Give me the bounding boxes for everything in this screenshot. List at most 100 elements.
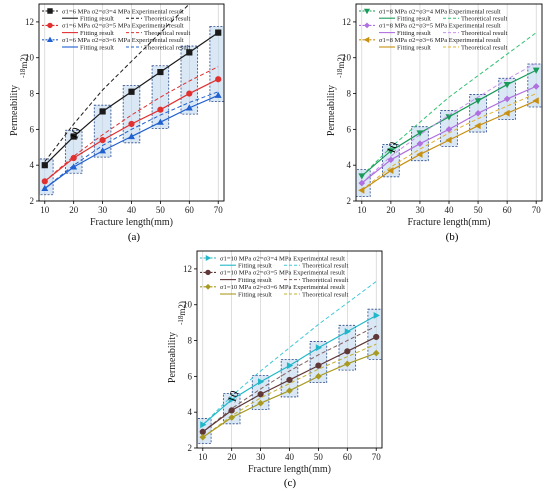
data-point-3-50 [156, 118, 164, 125]
bracket-mark: 10 [224, 389, 241, 405]
ytick-label-6: 6 [347, 124, 352, 134]
data-point-1-20 [70, 133, 77, 140]
ytick-label-2: 2 [188, 443, 193, 453]
legend-theory-label-1: Theoretical result [302, 263, 348, 270]
data-point-3-40 [445, 136, 452, 144]
plot-area [39, 4, 224, 196]
data-point-3-50 [474, 122, 481, 130]
data-point-3-60 [185, 104, 193, 111]
legend-label-1: σ1=10 MPa σ2=σ3=4 MPa Experimental resul… [220, 255, 345, 262]
data-point-3-20 [70, 163, 78, 170]
theory-line-1 [202, 281, 377, 426]
range-box-50 [309, 341, 328, 384]
data-point-2-50 [315, 362, 322, 369]
ytick-label-4: 4 [188, 407, 193, 417]
data-point-3-70 [214, 91, 222, 98]
data-point-1-40 [128, 88, 135, 95]
theory-line-2 [202, 325, 377, 433]
panel-label-2: (b) [446, 231, 459, 243]
legend-fit-label-2: Fitting result [80, 30, 114, 37]
data-point-2-10 [41, 178, 48, 185]
data-point-1-50 [474, 98, 482, 105]
ytick-label-6: 6 [188, 371, 193, 381]
legend-marker-2 [364, 22, 370, 29]
data-point-1-70 [215, 29, 222, 36]
bracket-mark: 10 [383, 140, 400, 156]
legend-fit-label-1: Fitting result [397, 16, 431, 23]
xtick-label-20: 20 [386, 205, 396, 215]
ytick-label-12: 12 [183, 264, 192, 274]
legend-label-3: σ1=8 MPa σ2=σ3=6 MPa Experimental result [379, 37, 501, 44]
data-point-2-40 [286, 376, 293, 384]
data-point-1-10 [200, 421, 207, 429]
panel-label-3: (c) [284, 477, 297, 489]
theory-line-1 [361, 32, 537, 177]
data-point-1-60 [503, 82, 511, 89]
ytick-label-4: 4 [30, 160, 35, 170]
legend-marker-3 [363, 36, 370, 43]
data-point-1-30 [99, 108, 106, 115]
legend-theory-label-2: Theoretical result [144, 30, 190, 37]
data-point-1-30 [258, 378, 265, 386]
legend: σ1=6 MPa σ2=σ3=4 MPa Experimental result… [42, 8, 190, 51]
ytick-label-8: 8 [347, 89, 352, 99]
data-point-3-10 [358, 186, 365, 194]
legend-theory-label-3: Theoretical result [144, 44, 190, 51]
xtick-label-70: 70 [214, 205, 224, 215]
data-point-1-20 [229, 396, 236, 404]
legend-fit-label-3: Fitting result [397, 44, 431, 51]
legend-fit-label-1: Fitting result [80, 16, 114, 23]
panel-label-1: (a) [128, 231, 141, 243]
data-point-2-60 [503, 95, 511, 103]
data-point-2-70 [373, 333, 380, 341]
y-axis-unit: -18m2) [336, 54, 346, 78]
chart-panel-2: 10 20 30 40 50 60 70 2 4 6 8 10 12 Fracture length(mm… [326, 3, 543, 228]
bracket-mark: 10 [66, 125, 83, 141]
legend-theory-label-3: Theoretical result [302, 291, 348, 298]
data-point-3-20 [228, 414, 235, 421]
plot-area [197, 281, 382, 444]
xtick-label-50: 50 [314, 452, 324, 462]
legend: σ1=10 MPa σ2=σ3=4 MPa Experimental resul… [200, 254, 348, 298]
legend-label-2: σ1=8 MPa σ2=σ3=5 MPa Experimental result [379, 23, 501, 30]
legend-marker-1 [363, 8, 371, 15]
data-point-3-40 [286, 387, 293, 394]
legend-marker-2 [205, 269, 211, 276]
data-point-3-10 [41, 184, 49, 192]
legend-theory-label-2: Theoretical result [302, 277, 348, 284]
y-axis-unit: -18m2) [19, 54, 29, 78]
data-point-1-50 [315, 344, 323, 352]
theory-line-2 [361, 62, 537, 184]
ytick-label-10: 10 [342, 53, 352, 63]
data-point-1-30 [416, 130, 424, 137]
legend-marker-3 [205, 283, 211, 290]
legend-theory-label-1: Theoretical result [144, 16, 190, 23]
xtick-label-70: 70 [372, 452, 382, 462]
xtick-label-30: 30 [415, 205, 425, 215]
data-point-3-60 [344, 360, 351, 368]
x-axis-label: Fracture length(mm) [248, 464, 331, 475]
theory-line-1 [44, 4, 191, 162]
legend-label-1: σ1=8 MPa σ2=σ3=4 MPa Experimental result [379, 8, 501, 15]
data-point-1-10 [41, 162, 48, 169]
y-axis-label: Permeability [9, 85, 20, 136]
chart-panel-1: 10 20 30 40 50 60 70 2 4 6 8 10 12 Fracture length(mm… [9, 3, 225, 228]
legend-theory-label-2: Theoretical result [461, 30, 507, 37]
xtick-label-20: 20 [227, 452, 237, 462]
data-point-2-60 [344, 348, 351, 355]
range-box-70 [209, 25, 224, 103]
data-point-2-10 [199, 428, 206, 435]
xtick-label-30: 30 [256, 452, 266, 462]
y-axis-unit: -18m2) [177, 301, 187, 325]
xtick-label-70: 70 [532, 205, 542, 215]
legend-marker-3 [46, 36, 54, 43]
legend-label-3: σ1=10 MPa σ2=σ3=6 MPa Experimental resul… [220, 284, 345, 291]
legend-label-2: σ1=6 MPa σ2=σ3=5 MPa Experimental result [62, 23, 184, 30]
data-point-3-30 [416, 150, 423, 158]
xtick-label-50: 50 [156, 205, 166, 215]
range-box-40 [122, 85, 141, 144]
range-box-30 [93, 104, 112, 158]
theory-line-3 [361, 93, 537, 191]
data-point-1-20 [387, 148, 395, 155]
